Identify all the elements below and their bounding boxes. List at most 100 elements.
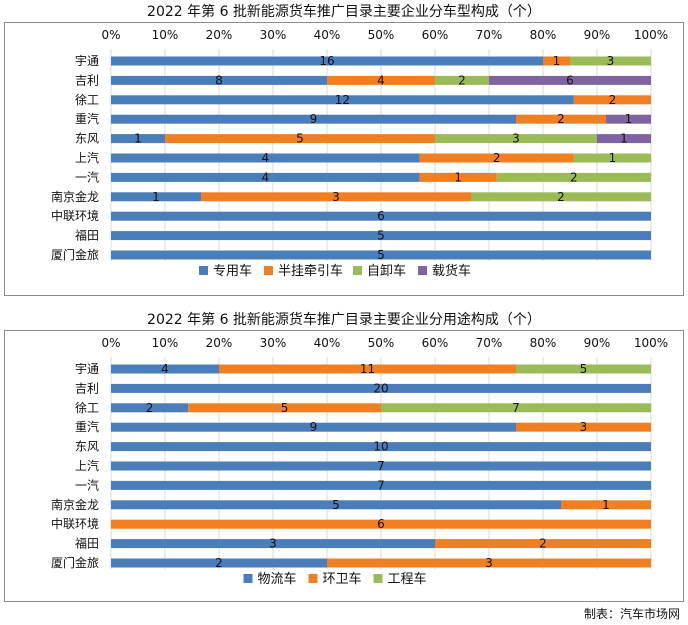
- chart-2-category-label: 一汽: [75, 477, 99, 492]
- chart-1-data-label: 1: [620, 132, 628, 146]
- chart-1-bar-segment: [496, 172, 651, 182]
- chart-1-legend-swatch: [353, 266, 362, 275]
- chart-1-category-label: 福田: [75, 228, 99, 243]
- chart-1-bar-segment: [471, 192, 651, 202]
- chart-2-data-label: 20: [373, 381, 388, 395]
- chart-2-bar-segment: [111, 403, 189, 413]
- chart-1-bar-segment: [570, 56, 651, 66]
- chart-1-data-label: 1: [609, 151, 617, 165]
- chart-2-x-tick-label: 30%: [260, 336, 287, 350]
- chart-2-category-label: 上汽: [75, 458, 99, 473]
- chart-2-data-label: 3: [580, 420, 588, 434]
- chart-2-legend-label: 环卫车: [323, 571, 362, 587]
- chart-2-legend-label: 工程车: [388, 571, 427, 587]
- chart-2-data-label: 2: [215, 556, 223, 570]
- chart-1-x-tick-label: 100%: [634, 28, 668, 42]
- chart-1-legend-swatch: [199, 266, 208, 275]
- chart-1-data-label: 5: [377, 229, 385, 243]
- chart-1-legend-swatch: [264, 266, 273, 275]
- chart-2-legend-swatch: [243, 574, 253, 583]
- chart-1-category-label: 宇通: [75, 54, 99, 68]
- chart-2-data-label: 2: [539, 537, 547, 551]
- chart-1-data-label: 2: [557, 112, 565, 126]
- chart-1-legend-label: 自卸车: [367, 263, 406, 279]
- chart-2-data-label: 7: [377, 478, 385, 492]
- chart-1-bar-segment: [573, 153, 651, 163]
- chart-1-data-label: 6: [377, 209, 385, 223]
- chart-1-title: 2022 年第 6 批新能源货车推广目录主要企业分车型构成（个）: [147, 4, 541, 20]
- chart-1-x-tick-label: 80%: [530, 28, 557, 42]
- chart-1-category-label: 徐工: [75, 92, 99, 107]
- chart-1-data-label: 4: [261, 151, 269, 165]
- chart-2-bar-segment: [111, 442, 651, 452]
- chart-1-data-label: 2: [493, 151, 501, 165]
- chart-2-data-label: 1: [602, 498, 610, 512]
- chart-2-x-tick-label: 0%: [101, 336, 120, 350]
- chart-1-x-tick-label: 20%: [206, 28, 233, 42]
- chart-1-x-tick-label: 0%: [101, 28, 120, 42]
- chart-1-x-tick-label: 70%: [476, 28, 503, 42]
- chart-1-bar-segment: [111, 56, 543, 66]
- chart-1-category-label: 一汽: [75, 169, 99, 184]
- chart-1-frame: 0% 10% 20% 30% 40% 50% 60% 70% 80% 90% 100% 宇通 16 1 3 吉…: [4, 22, 684, 296]
- chart-1-x-tick-label: 90%: [584, 28, 611, 42]
- chart-1-data-label: 12: [335, 93, 350, 107]
- chart-1-data-label: 3: [607, 54, 615, 68]
- chart-2-data-label: 9: [310, 420, 318, 434]
- chart-2-category-label: 中联环境: [51, 516, 99, 531]
- chart-1-category-label: 南京金龙: [51, 189, 99, 204]
- chart-1-bar-segment: [327, 75, 435, 85]
- chart-2-category-label: 重汽: [75, 419, 99, 434]
- chart-1-plot: 0% 10% 20% 30% 40% 50% 60% 70% 80% 90% 100%宇通 16 1 3吉…: [51, 28, 668, 279]
- chart-1-category-label: 东风: [75, 132, 99, 146]
- chart-1-category-label: 重汽: [75, 111, 99, 126]
- chart-1-data-label: 5: [377, 248, 385, 262]
- chart-2-x-tick-label: 90%: [584, 336, 611, 350]
- chart-2-bar-segment: [516, 364, 651, 374]
- chart-2-category-label: 东风: [75, 440, 99, 454]
- chart-2-data-label: 7: [377, 459, 385, 473]
- chart-1-bar-segment: [489, 75, 651, 85]
- chart-2-x-tick-label: 20%: [206, 336, 233, 350]
- chart-1-bar-segment: [111, 134, 165, 144]
- chart-2-data-label: 10: [373, 440, 388, 454]
- chart-2-category-label: 徐工: [75, 400, 99, 415]
- chart-1-category-label: 厦门金旅: [51, 247, 99, 262]
- chart-2-bar-segment: [435, 539, 651, 549]
- chart-2-bar-segment: [111, 500, 561, 510]
- chart-1-bar-segment: [165, 134, 435, 144]
- chart-1-legend-swatch: [418, 266, 427, 275]
- chart-1-data-label: 4: [377, 73, 385, 87]
- chart-1-bar-segment: [201, 192, 471, 202]
- chart-2-legend-swatch: [373, 574, 383, 583]
- chart-1-x-tick-label: 40%: [314, 28, 341, 42]
- chart-2-bar-segment: [111, 422, 516, 432]
- chart-2-data-label: 5: [281, 401, 289, 415]
- chart-1-data-label: 16: [319, 54, 334, 68]
- chart-2-data-label: 11: [360, 362, 375, 376]
- chart-1-data-label: 1: [553, 54, 561, 68]
- chart-1-data-label: 2: [609, 93, 617, 107]
- chart-1-bar-segment: [111, 95, 574, 105]
- chart-2-x-tick-label: 70%: [476, 336, 503, 350]
- chart-1-data-label: 1: [454, 170, 462, 184]
- chart-1-legend-label: 半挂牵引车: [278, 263, 343, 279]
- chart-1-legend-label: 专用车: [213, 263, 252, 279]
- chart-1-x-tick-label: 60%: [422, 28, 449, 42]
- chart-2-category-label: 吉利: [75, 381, 99, 395]
- chart-1-x-tick-label: 30%: [260, 28, 287, 42]
- chart-1-data-label: 8: [215, 73, 223, 87]
- chart-2-category-label: 南京金龙: [51, 497, 99, 512]
- chart-2-data-label: 5: [580, 362, 588, 376]
- chart-2-data-label: 2: [146, 401, 154, 415]
- chart-2-bar-segment: [111, 558, 327, 568]
- chart-1-bar-segment: [111, 172, 420, 182]
- chart-2-x-tick-label: 80%: [530, 336, 557, 350]
- chart-2-plot: 0% 10% 20% 30% 40% 50% 60% 70% 80% 90% 100% 宇通 4 11 5 吉…: [51, 336, 668, 587]
- chart-2-data-label: 3: [269, 537, 277, 551]
- chart-1-category-label: 吉利: [75, 73, 99, 87]
- chart-1-data-label: 4: [261, 170, 269, 184]
- chart-2-bar-segment: [561, 500, 651, 510]
- chart-2-bar-segment: [111, 383, 651, 393]
- chart-1-bar-segment: [419, 172, 497, 182]
